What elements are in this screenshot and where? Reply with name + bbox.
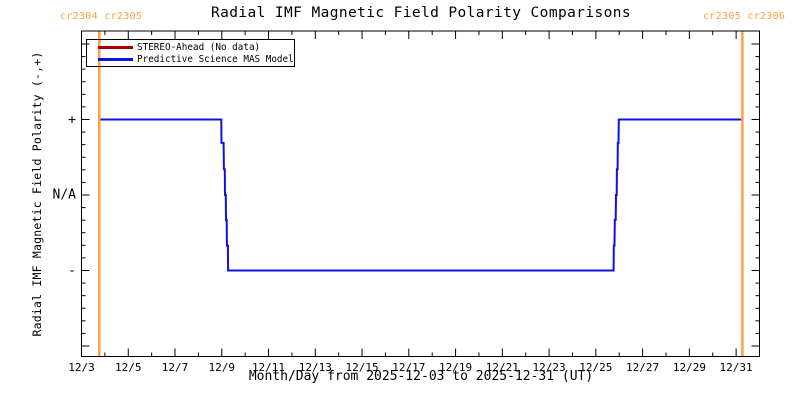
y-tick-label: + (68, 112, 76, 127)
legend-label: STEREO-Ahead (No data) (137, 41, 261, 53)
legend-label: Predictive Science MAS Model (137, 53, 294, 65)
x-tick-label: 12/5 (115, 361, 142, 374)
x-tick-label: 12/25 (579, 361, 613, 374)
x-tick-label: 12/31 (719, 361, 753, 374)
x-tick-label: 12/7 (161, 361, 189, 374)
y-tick-label: N/A (52, 187, 76, 203)
x-axis-label: Month/Day from 2025-12-03 to 2025-12-31 … (248, 369, 594, 384)
legend-color-sample (98, 45, 133, 49)
x-tick-label: 12/13 (298, 361, 332, 374)
x-tick-label: 12/23 (532, 361, 566, 374)
legend-box: STEREO-Ahead (No data) Predictive Science… (86, 39, 295, 67)
plot-box (81, 30, 760, 357)
y-axis-label: Radial IMF Magnetic Field Polarity (-,+) (30, 51, 44, 337)
mas-model-line (99, 118, 743, 272)
x-tick-label: 12/15 (345, 361, 379, 374)
x-tick-label: 12/9 (208, 361, 236, 374)
x-tick-label: 12/27 (626, 361, 660, 374)
carrington-label-left: cr2304 cr2305 (60, 11, 143, 22)
carrington-label-right: cr2305 cr2306 (703, 11, 786, 22)
x-tick-label: 12/3 (68, 361, 95, 374)
x-tick-label: 12/11 (251, 361, 286, 374)
legend-row: STEREO-Ahead (No data) (98, 41, 260, 53)
x-tick-label: 12/21 (485, 361, 519, 374)
x-tick-label: 12/19 (439, 361, 473, 374)
chart-title: Radial IMF Magnetic Field Polarity Compa… (211, 5, 631, 21)
y-tick-label: - (68, 263, 76, 278)
x-tick-label: 12/17 (392, 361, 426, 374)
legend-color-sample (98, 57, 133, 61)
legend-row: Predictive Science MAS Model (98, 53, 294, 65)
x-tick-label: 12/29 (672, 361, 706, 374)
